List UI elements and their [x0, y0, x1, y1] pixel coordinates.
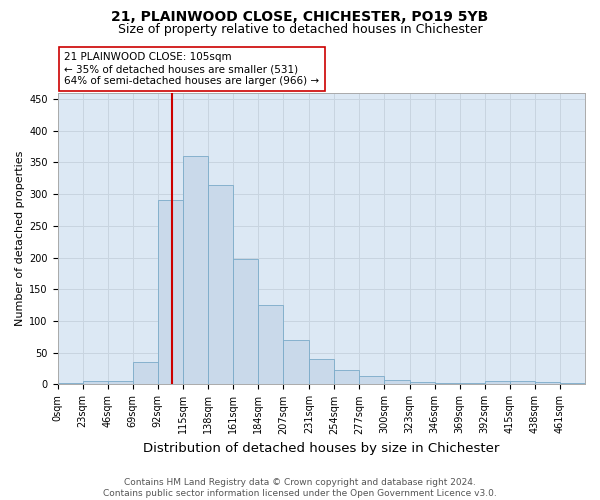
Bar	[158, 200, 183, 384]
Text: Size of property relative to detached houses in Chichester: Size of property relative to detached ho…	[118, 22, 482, 36]
Bar	[83, 382, 107, 384]
Text: 21, PLAINWOOD CLOSE, CHICHESTER, PO19 5YB: 21, PLAINWOOD CLOSE, CHICHESTER, PO19 5Y…	[112, 10, 488, 24]
Bar	[510, 382, 535, 384]
X-axis label: Distribution of detached houses by size in Chichester: Distribution of detached houses by size …	[143, 442, 499, 455]
Bar	[385, 380, 410, 384]
Text: Contains HM Land Registry data © Crown copyright and database right 2024.
Contai: Contains HM Land Registry data © Crown c…	[103, 478, 497, 498]
Bar	[535, 382, 560, 384]
Bar	[183, 156, 208, 384]
Bar	[410, 382, 434, 384]
Bar	[133, 362, 158, 384]
Y-axis label: Number of detached properties: Number of detached properties	[15, 151, 25, 326]
Bar	[460, 382, 485, 384]
Bar	[283, 340, 309, 384]
Bar	[359, 376, 385, 384]
Bar	[58, 382, 83, 384]
Bar	[309, 359, 334, 384]
Bar	[208, 184, 233, 384]
Bar	[107, 380, 133, 384]
Bar	[334, 370, 359, 384]
Bar	[434, 382, 460, 384]
Bar	[560, 382, 585, 384]
Bar	[233, 260, 258, 384]
Text: 21 PLAINWOOD CLOSE: 105sqm
← 35% of detached houses are smaller (531)
64% of sem: 21 PLAINWOOD CLOSE: 105sqm ← 35% of deta…	[64, 52, 320, 86]
Bar	[485, 380, 510, 384]
Bar	[258, 305, 283, 384]
